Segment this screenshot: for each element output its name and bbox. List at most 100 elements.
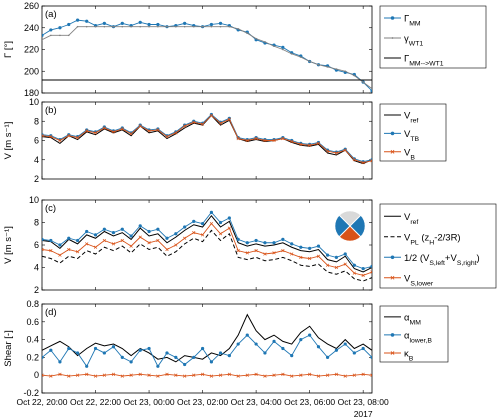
data-point bbox=[129, 360, 133, 364]
data-point bbox=[120, 21, 124, 25]
series-group bbox=[42, 210, 372, 282]
data-point bbox=[165, 135, 169, 139]
y-tick-label: 6 bbox=[34, 240, 39, 250]
rotor-outline bbox=[334, 210, 366, 242]
legend-label: Vref bbox=[404, 111, 418, 125]
data-point bbox=[299, 255, 303, 260]
data-point bbox=[156, 227, 160, 231]
data-point bbox=[42, 38, 43, 41]
data-point bbox=[371, 87, 372, 90]
data-point bbox=[49, 135, 53, 139]
data-point bbox=[200, 122, 205, 126]
legend: ΓMM γWT1 ΓMM-->WT1 bbox=[379, 5, 487, 69]
data-point bbox=[42, 33, 44, 37]
data-point bbox=[316, 345, 321, 349]
data-point bbox=[129, 244, 133, 248]
data-point bbox=[236, 136, 240, 141]
data-point bbox=[370, 270, 372, 274]
data-point bbox=[282, 48, 284, 51]
y-tick-label: 2 bbox=[34, 285, 39, 295]
data-point bbox=[325, 253, 330, 257]
plot-area bbox=[41, 303, 373, 394]
data-point bbox=[174, 243, 178, 247]
panel-a: 180 200 220 240 260 Γ [°] (a) ΓMM γWT1 ΓMM-->WT1 bbox=[3, 1, 487, 98]
x-tick-label: Oct 23, 02:00 bbox=[177, 397, 228, 407]
legend-label: αMM bbox=[404, 312, 421, 326]
series-line bbox=[42, 373, 372, 377]
data-point bbox=[263, 351, 267, 355]
data-point bbox=[299, 245, 303, 249]
data-point bbox=[200, 346, 205, 351]
data-point bbox=[245, 333, 249, 337]
data-point bbox=[138, 123, 142, 127]
x-tick-label: Oct 23, 00:00 bbox=[124, 397, 175, 407]
data-point bbox=[272, 251, 276, 255]
data-point bbox=[361, 160, 365, 165]
data-point bbox=[308, 333, 312, 337]
y-tick-label: 10 bbox=[29, 195, 39, 205]
data-point bbox=[316, 244, 321, 248]
data-point bbox=[183, 362, 187, 367]
data-point bbox=[49, 374, 53, 378]
data-point bbox=[209, 112, 214, 117]
data-point bbox=[75, 135, 80, 140]
data-point bbox=[58, 26, 62, 30]
data-point bbox=[156, 22, 160, 27]
data-point bbox=[281, 237, 285, 241]
data-point bbox=[93, 131, 98, 135]
data-point bbox=[272, 373, 276, 377]
data-point bbox=[254, 372, 258, 376]
panel-d: -0.2 0 0.2 0.4 0.6 0.8 Shear [-] (d) αMM αlower,B… bbox=[3, 299, 449, 398]
legend-label: αlower,B bbox=[404, 330, 432, 344]
data-point bbox=[272, 138, 276, 143]
data-point bbox=[362, 81, 364, 83]
data-point bbox=[227, 226, 231, 230]
data-point bbox=[103, 25, 106, 28]
data-point bbox=[138, 235, 142, 239]
data-point bbox=[245, 251, 249, 255]
data-point bbox=[156, 364, 160, 368]
data-point bbox=[236, 374, 240, 378]
data-point bbox=[281, 346, 285, 351]
data-point bbox=[147, 346, 151, 351]
data-point bbox=[102, 21, 106, 25]
data-point bbox=[227, 117, 231, 121]
y-tick-label: 8 bbox=[34, 218, 39, 228]
data-point bbox=[121, 25, 124, 28]
data-point bbox=[67, 22, 71, 27]
x-tick-label: Oct 23, 08:00 bbox=[338, 397, 389, 407]
data-point bbox=[58, 138, 62, 143]
data-point bbox=[200, 372, 205, 376]
legend-marker bbox=[391, 37, 394, 39]
data-point bbox=[138, 224, 142, 228]
data-point bbox=[174, 232, 178, 236]
data-point bbox=[308, 60, 311, 63]
legend: αMM αlower,B κB bbox=[379, 305, 449, 363]
data-point bbox=[102, 373, 107, 377]
data-point bbox=[85, 25, 88, 28]
data-point bbox=[94, 25, 97, 28]
series-line bbox=[42, 214, 372, 273]
rotor-lower-sector bbox=[339, 226, 361, 241]
data-point bbox=[50, 34, 52, 37]
x-tick-label: Oct 22, 20:00 bbox=[16, 397, 67, 407]
data-point bbox=[300, 56, 302, 58]
data-point bbox=[254, 342, 258, 346]
legend-box bbox=[379, 305, 449, 363]
data-point bbox=[343, 374, 347, 378]
y-tick-label: 8 bbox=[34, 116, 39, 126]
data-point bbox=[192, 120, 196, 124]
data-point bbox=[281, 372, 285, 376]
panel-b: 2 4 6 8 10 V [m s⁻¹] (b) Vref VTB VB bbox=[3, 97, 447, 184]
data-point bbox=[67, 236, 71, 240]
data-point bbox=[361, 346, 365, 351]
data-point bbox=[138, 124, 142, 128]
data-point bbox=[138, 348, 142, 352]
y-tick-label: 0.8 bbox=[26, 299, 39, 309]
data-point bbox=[334, 255, 339, 259]
legend-marker bbox=[390, 131, 395, 136]
data-point bbox=[102, 126, 107, 130]
panel-label: (b) bbox=[45, 105, 57, 116]
legend-label: Vref bbox=[404, 212, 418, 226]
data-point bbox=[236, 342, 240, 346]
